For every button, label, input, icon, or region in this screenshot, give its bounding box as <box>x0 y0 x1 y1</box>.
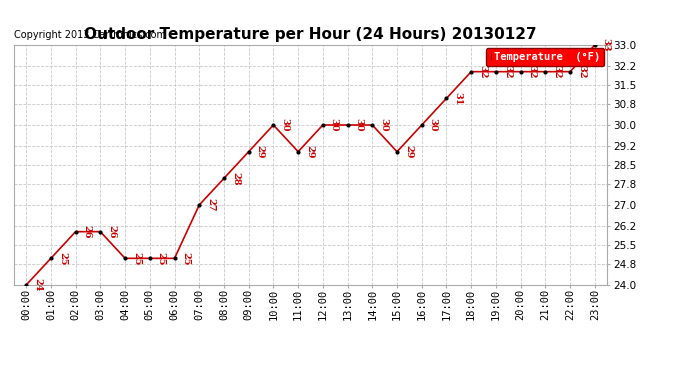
Text: 30: 30 <box>355 118 364 132</box>
Text: 32: 32 <box>528 65 537 78</box>
Text: 32: 32 <box>478 65 487 78</box>
Text: 29: 29 <box>305 145 314 158</box>
Legend: Temperature  (°F): Temperature (°F) <box>486 48 604 66</box>
Text: 29: 29 <box>404 145 413 158</box>
Text: 30: 30 <box>428 118 437 132</box>
Text: 31: 31 <box>453 92 462 105</box>
Text: 32: 32 <box>577 65 586 78</box>
Text: Copyright 2013 Cartronics.com: Copyright 2013 Cartronics.com <box>14 30 166 40</box>
Text: 24: 24 <box>33 278 42 292</box>
Text: 29: 29 <box>255 145 265 158</box>
Text: 26: 26 <box>83 225 92 238</box>
Text: 27: 27 <box>206 198 215 212</box>
Text: 25: 25 <box>181 252 190 265</box>
Text: 30: 30 <box>380 118 388 132</box>
Text: 25: 25 <box>58 252 67 265</box>
Text: 30: 30 <box>330 118 339 132</box>
Text: 30: 30 <box>280 118 289 132</box>
Text: 32: 32 <box>552 65 562 78</box>
Text: 25: 25 <box>132 252 141 265</box>
Text: 28: 28 <box>231 172 240 185</box>
Title: Outdoor Temperature per Hour (24 Hours) 20130127: Outdoor Temperature per Hour (24 Hours) … <box>84 27 537 42</box>
Text: 33: 33 <box>602 38 611 52</box>
Text: 26: 26 <box>107 225 117 238</box>
Text: 25: 25 <box>157 252 166 265</box>
Text: 32: 32 <box>503 65 512 78</box>
